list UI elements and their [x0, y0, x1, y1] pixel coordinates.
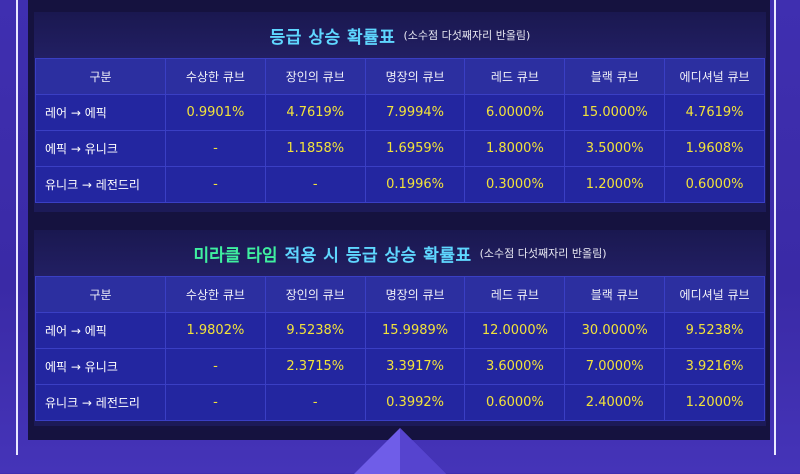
grade-up-title: 등급 상승 확률표	[269, 27, 396, 48]
table-header-row: 구분 수상한 큐브 장인의 큐브 명장의 큐브 레드 큐브 블랙 큐브 에디셔널…	[35, 276, 765, 313]
table-header-row: 구분 수상한 큐브 장인의 큐브 명장의 큐브 레드 큐브 블랙 큐브 에디셔널…	[35, 58, 765, 95]
miracle-note: (소수점 다섯째자리 반올림)	[479, 247, 607, 260]
header-cell: 수상한 큐브	[165, 58, 266, 95]
table-row: 유니크 → 레전드리 - - 0.3992% 0.6000% 2.4000% 1…	[35, 384, 765, 421]
row-label: 에픽 → 유니크	[35, 348, 166, 385]
grade-up-note: (소수점 다섯째자리 반올림)	[403, 29, 531, 42]
value-cell: 3.3917%	[364, 348, 466, 385]
value-cell: 15.0000%	[564, 94, 666, 131]
value-cell: 30.0000%	[564, 312, 666, 349]
value-cell: 0.3992%	[364, 384, 466, 421]
value-cell: 1.6959%	[364, 130, 466, 167]
header-cell: 레드 큐브	[464, 58, 566, 95]
value-cell: 1.2000%	[564, 166, 666, 203]
value-cell: -	[165, 166, 266, 203]
value-cell: 7.0000%	[564, 348, 666, 385]
table-row: 에픽 → 유니크 - 2.3715% 3.3917% 3.6000% 7.000…	[35, 348, 765, 385]
header-cell: 블랙 큐브	[564, 58, 666, 95]
value-cell: 9.5238%	[664, 312, 765, 349]
value-cell: 7.9994%	[364, 94, 466, 131]
row-label: 유니크 → 레전드리	[35, 166, 166, 203]
value-cell: 3.6000%	[464, 348, 566, 385]
miracle-table: 구분 수상한 큐브 장인의 큐브 명장의 큐브 레드 큐브 블랙 큐브 에디셔널…	[35, 276, 765, 421]
probability-panel: 등급 상승 확률표 (소수점 다섯째자리 반올림) 구분 수상한 큐브 장인의 …	[28, 0, 770, 440]
value-cell: -	[264, 166, 366, 203]
table-row: 레어 → 에픽 0.9901% 4.7619% 7.9994% 6.0000% …	[35, 94, 765, 131]
value-cell: 4.7619%	[264, 94, 366, 131]
grade-up-section: 등급 상승 확률표 (소수점 다섯째자리 반올림) 구분 수상한 큐브 장인의 …	[34, 12, 766, 212]
grade-up-table: 구분 수상한 큐브 장인의 큐브 명장의 큐브 레드 큐브 블랙 큐브 에디셔널…	[35, 58, 765, 203]
grade-up-title-bar: 등급 상승 확률표 (소수점 다섯째자리 반올림)	[34, 12, 766, 58]
header-cell: 명장의 큐브	[364, 276, 466, 313]
value-cell: 6.0000%	[464, 94, 566, 131]
right-border-line	[774, 0, 776, 455]
row-label: 레어 → 에픽	[35, 94, 166, 131]
header-cell: 장인의 큐브	[264, 58, 366, 95]
value-cell: 1.8000%	[464, 130, 566, 167]
row-label: 에픽 → 유니크	[35, 130, 166, 167]
header-cell: 레드 큐브	[464, 276, 566, 313]
value-cell: 0.9901%	[165, 94, 266, 131]
header-cell: 구분	[35, 58, 166, 95]
header-cell: 에디셔널 큐브	[664, 58, 765, 95]
value-cell: 3.5000%	[564, 130, 666, 167]
miracle-time-section: 미라클 타임 적용 시 등급 상승 확률표 (소수점 다섯째자리 반올림) 구분…	[34, 230, 766, 426]
value-cell: 3.9216%	[664, 348, 765, 385]
value-cell: 9.5238%	[264, 312, 366, 349]
header-cell: 명장의 큐브	[364, 58, 466, 95]
row-label: 유니크 → 레전드리	[35, 384, 166, 421]
value-cell: 12.0000%	[464, 312, 566, 349]
value-cell: 0.6000%	[664, 166, 765, 203]
left-border-line	[16, 0, 18, 455]
table-row: 에픽 → 유니크 - 1.1858% 1.6959% 1.8000% 3.500…	[35, 130, 765, 167]
value-cell: 0.1996%	[364, 166, 466, 203]
value-cell: 0.3000%	[464, 166, 566, 203]
header-cell: 수상한 큐브	[165, 276, 266, 313]
value-cell: 1.2000%	[664, 384, 765, 421]
table-row: 레어 → 에픽 1.9802% 9.5238% 15.9989% 12.0000…	[35, 312, 765, 349]
value-cell: 15.9989%	[364, 312, 466, 349]
value-cell: -	[165, 384, 266, 421]
value-cell: 1.9802%	[165, 312, 266, 349]
miracle-title-highlight: 미라클 타임	[193, 245, 278, 266]
value-cell: 2.4000%	[564, 384, 666, 421]
miracle-title: 적용 시 등급 상승 확률표	[284, 245, 472, 266]
header-cell: 구분	[35, 276, 166, 313]
table-row: 유니크 → 레전드리 - - 0.1996% 0.3000% 1.2000% 0…	[35, 166, 765, 203]
value-cell: -	[165, 348, 266, 385]
value-cell: 1.1858%	[264, 130, 366, 167]
value-cell: -	[264, 384, 366, 421]
header-cell: 에디셔널 큐브	[664, 276, 765, 313]
header-cell: 블랙 큐브	[564, 276, 666, 313]
value-cell: 1.9608%	[664, 130, 765, 167]
value-cell: 0.6000%	[464, 384, 566, 421]
header-cell: 장인의 큐브	[264, 276, 366, 313]
value-cell: -	[165, 130, 266, 167]
value-cell: 4.7619%	[664, 94, 765, 131]
row-label: 레어 → 에픽	[35, 312, 166, 349]
pyramid-shade-decoration	[400, 428, 446, 474]
miracle-title-bar: 미라클 타임 적용 시 등급 상승 확률표 (소수점 다섯째자리 반올림)	[34, 230, 766, 276]
value-cell: 2.3715%	[264, 348, 366, 385]
